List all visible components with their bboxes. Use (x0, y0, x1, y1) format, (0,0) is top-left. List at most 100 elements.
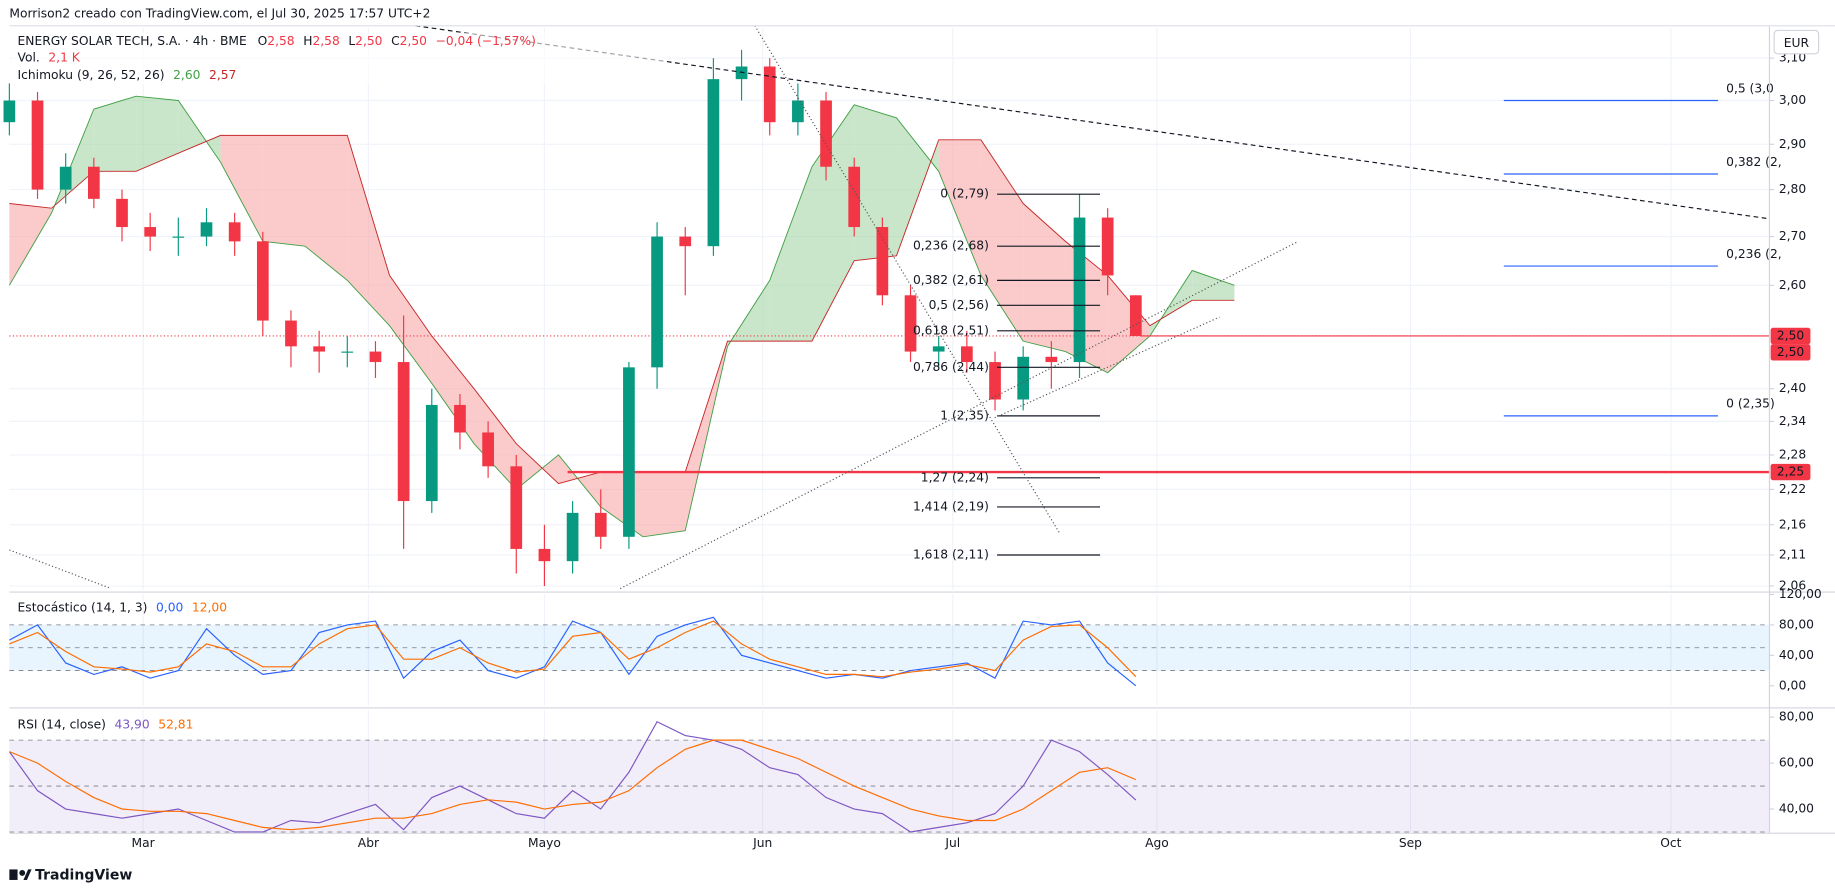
candle-body (172, 236, 185, 238)
cloud-segment (980, 139, 1024, 342)
trend-line (9, 549, 112, 590)
ohlc-label: H (303, 33, 312, 47)
candle-body (200, 222, 213, 237)
cloud-segment (896, 117, 939, 256)
fib-label: 1 (2,35) (940, 408, 989, 422)
cloud-segment (1192, 270, 1235, 301)
y-tick-label: 80,00 (1779, 617, 1814, 631)
candle-body (313, 346, 325, 352)
candle-body (482, 432, 494, 467)
price-badge (1770, 344, 1811, 361)
candle-body (285, 320, 297, 347)
candle-body (59, 166, 72, 190)
candle-body (989, 362, 1001, 400)
candle-body (454, 404, 466, 433)
candle-body (425, 404, 438, 502)
price-badge-label: 2,25 (1777, 465, 1804, 479)
candle-body (707, 79, 720, 247)
ohlc-value: 2,58 (267, 33, 294, 47)
ichimoku-title: Ichimoku (9, 26, 52, 26) (18, 67, 165, 81)
candle-body (820, 100, 832, 167)
plot-layer: 0 (2,79) 0,236 (2,68) 0,382 (2,61) 0,5 (2,5… (3, 28, 1782, 833)
price-badge-label: 2,50 (1777, 328, 1804, 342)
price-badge-label: 2,50 (1777, 345, 1804, 359)
cloud-segment (938, 139, 981, 276)
fib-label: 1,27 (2,24) (921, 470, 989, 484)
y-tick-label: 40,00 (1779, 648, 1814, 662)
ohlc-value: 2,50 (355, 33, 382, 47)
currency[interactable]: EUR (1784, 36, 1810, 50)
cloud-segment (136, 96, 179, 172)
legend-ichimoku: Ichimoku (9, 26, 52, 26) 2,60 2,57 (18, 67, 237, 81)
ohlc-label: C (391, 33, 400, 47)
cloud-segment (262, 135, 306, 247)
indicator-value: 12,00 (192, 600, 227, 614)
fib-label: 0 (2,79) (940, 187, 989, 201)
x-tick-label: Oct (1660, 836, 1681, 850)
candle-body (3, 100, 16, 123)
drawings (9, 25, 1770, 590)
indicator-line (9, 620, 1137, 678)
candle-body (144, 227, 157, 237)
y-tick-label: 2,06 (1779, 578, 1807, 592)
candle-body (961, 346, 973, 363)
price-badge (1770, 327, 1811, 345)
indicator-line (9, 739, 1137, 831)
y-tick-label: 120,00 (1779, 587, 1822, 601)
y-tick-label: 60,00 (1779, 756, 1814, 770)
candle-body (876, 227, 889, 296)
ohlc-label: L (348, 33, 355, 47)
ichimoku-value: 2,57 (209, 67, 236, 81)
candle-body (594, 512, 607, 537)
y-tick-label: 2,22 (1779, 482, 1806, 496)
y-tick-label: 3,00 (1779, 93, 1806, 107)
candle-body (566, 512, 579, 562)
candle-body (904, 295, 917, 352)
cloud-segment (347, 135, 390, 326)
x-tick-label: Mar (132, 836, 156, 850)
candle-body (651, 236, 663, 368)
currency-box[interactable] (1773, 29, 1820, 55)
indicator-title: Estocástico (14, 1, 3) (18, 600, 148, 614)
x-tick-label: Ago (1145, 836, 1169, 850)
candle-body (31, 100, 44, 190)
trend-line (994, 316, 1220, 419)
y-tick-label: 2,90 (1779, 137, 1806, 151)
footer: TradingView (35, 867, 132, 883)
candle-body (1017, 356, 1030, 400)
candle-body (1045, 356, 1058, 363)
fib-label: 1,618 (2,11) (913, 548, 989, 562)
axis-layer: Mar Abr Mayo Jun Jul Ago Sep Oct3,103,002,902,8… (132, 51, 1822, 851)
candle-body (1073, 217, 1086, 363)
x-tick-label: Sep (1399, 836, 1422, 850)
candle-body (1101, 217, 1114, 276)
candle-body (369, 351, 382, 363)
ohlc-value: 2,58 (312, 33, 339, 47)
x-tick-label: Abr (358, 836, 380, 850)
header: Morrison2 creado con TradingView.com, el… (9, 7, 430, 21)
legend-volume: Vol. 2,1 K (18, 50, 81, 64)
y-tick-label: 2,70 (1779, 229, 1806, 243)
fib-label: 0,382 (2,61) (913, 273, 989, 287)
fib-label: 0,5 (2,56) (929, 298, 989, 312)
y-tick-label: 2,80 (1779, 182, 1806, 196)
x-tick-label: Mayo (528, 836, 561, 850)
cloud-segment (305, 135, 348, 281)
indicator-value: 52,81 (158, 717, 193, 731)
y-tick-label: 2,28 (1779, 447, 1806, 461)
cloud-segment (220, 135, 263, 242)
indicator-value: 0,00 (156, 600, 183, 614)
y-tick-label: 0,00 (1779, 678, 1806, 692)
candle-body (848, 166, 861, 228)
fib-label: 0,236 (2, (1726, 247, 1782, 261)
cloud-segment (642, 472, 686, 537)
indicator-line (9, 616, 1137, 687)
price-badge (1770, 463, 1811, 481)
fib-label: 0,236 (2,68) (913, 239, 989, 253)
candle-body (510, 466, 523, 549)
x-tick-label: Jul (944, 836, 960, 850)
indicator-title: RSI (14, close) (18, 717, 106, 731)
candle-body (538, 548, 551, 562)
